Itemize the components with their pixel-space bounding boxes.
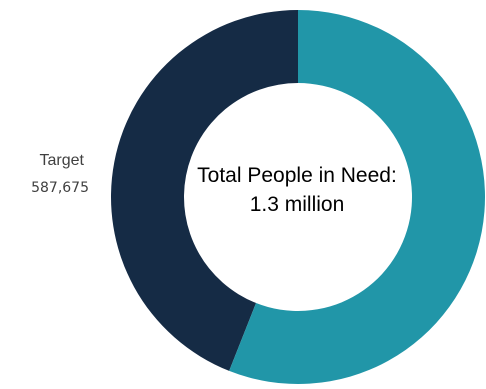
slice-label-target: Target [39, 152, 84, 169]
donut-slice-remaining [229, 10, 485, 385]
donut-center-text: Total People in Need: 1.3 million [197, 164, 397, 216]
slice-value-target: 587,675 [31, 180, 89, 196]
donut-slice-target [110, 10, 299, 371]
